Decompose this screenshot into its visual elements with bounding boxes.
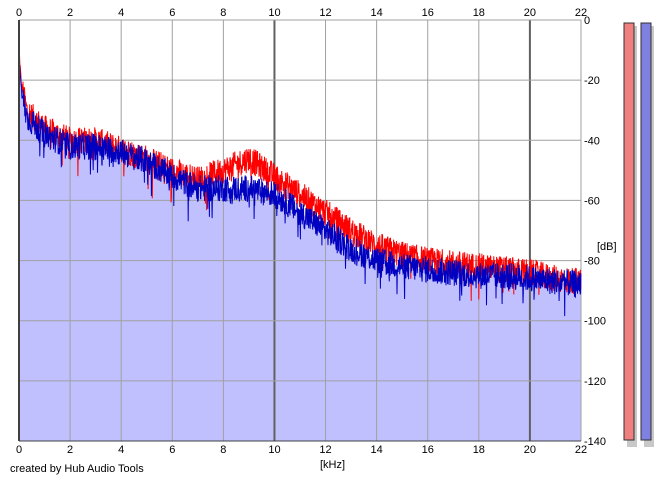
x-tick-label-top: 0 (16, 7, 22, 19)
x-tick-labels-bottom: 0 2 4 6 8 10 12 14 16 18 20 22 (16, 444, 587, 456)
x-tick-label-top: 12 (319, 7, 331, 19)
x-tick-label-bottom: 16 (422, 444, 434, 456)
x-tick-label-bottom: 22 (575, 444, 587, 456)
x-axis-label: [kHz] (320, 459, 345, 471)
x-tick-label-top: 16 (422, 7, 434, 19)
x-tick-label-top: 6 (169, 7, 175, 19)
credit-text: created by Hub Audio Tools (10, 463, 144, 475)
y-tick-label: -60 (584, 195, 600, 207)
x-tick-label-top: 14 (371, 7, 383, 19)
x-tick-label-top: 4 (118, 7, 124, 19)
y-tick-labels: 0 -20 -40 -60 -80 -100 -120 -140 (584, 15, 606, 448)
x-tick-label-top: 8 (220, 7, 226, 19)
y-tick-label: -140 (584, 436, 606, 448)
x-tick-label-top: 10 (268, 7, 280, 19)
level-meter-red (623, 22, 635, 441)
series-line-blue (18, 59, 582, 317)
x-tick-label-bottom: 18 (473, 444, 485, 456)
x-tick-label-bottom: 4 (118, 444, 124, 456)
y-axis-label: [dB] (597, 241, 617, 253)
level-meters (623, 22, 654, 447)
series-lines (18, 48, 582, 317)
y-tick-label: -40 (584, 135, 600, 147)
x-tick-label-bottom: 12 (319, 444, 331, 456)
spectrum-fill-area (19, 56, 581, 441)
series-line-red (18, 48, 582, 301)
x-tick-label-bottom: 20 (524, 444, 536, 456)
y-tick-label: -120 (584, 376, 606, 388)
x-tick-label-top: 2 (67, 7, 73, 19)
x-tick-label-bottom: 6 (169, 444, 175, 456)
y-tick-label: -80 (584, 256, 600, 268)
x-tick-label-top: 20 (524, 7, 536, 19)
x-tick-label-bottom: 0 (16, 444, 22, 456)
y-tick-label: -100 (584, 316, 606, 328)
x-tick-label-top: 18 (473, 7, 485, 19)
plot-frame (18, 20, 581, 442)
y-tick-label: 0 (584, 15, 590, 27)
y-tick-label: -20 (584, 75, 600, 87)
level-meter-blue (640, 22, 652, 441)
x-tick-label-bottom: 8 (220, 444, 226, 456)
spectrum-fill (19, 56, 581, 441)
grid (18, 19, 582, 442)
x-tick-label-top: 22 (575, 7, 587, 19)
x-tick-labels-top: 0 2 4 6 8 10 12 14 16 18 20 22 (16, 7, 587, 19)
x-tick-label-bottom: 2 (67, 444, 73, 456)
x-tick-label-bottom: 14 (371, 444, 383, 456)
x-tick-label-bottom: 10 (268, 444, 280, 456)
